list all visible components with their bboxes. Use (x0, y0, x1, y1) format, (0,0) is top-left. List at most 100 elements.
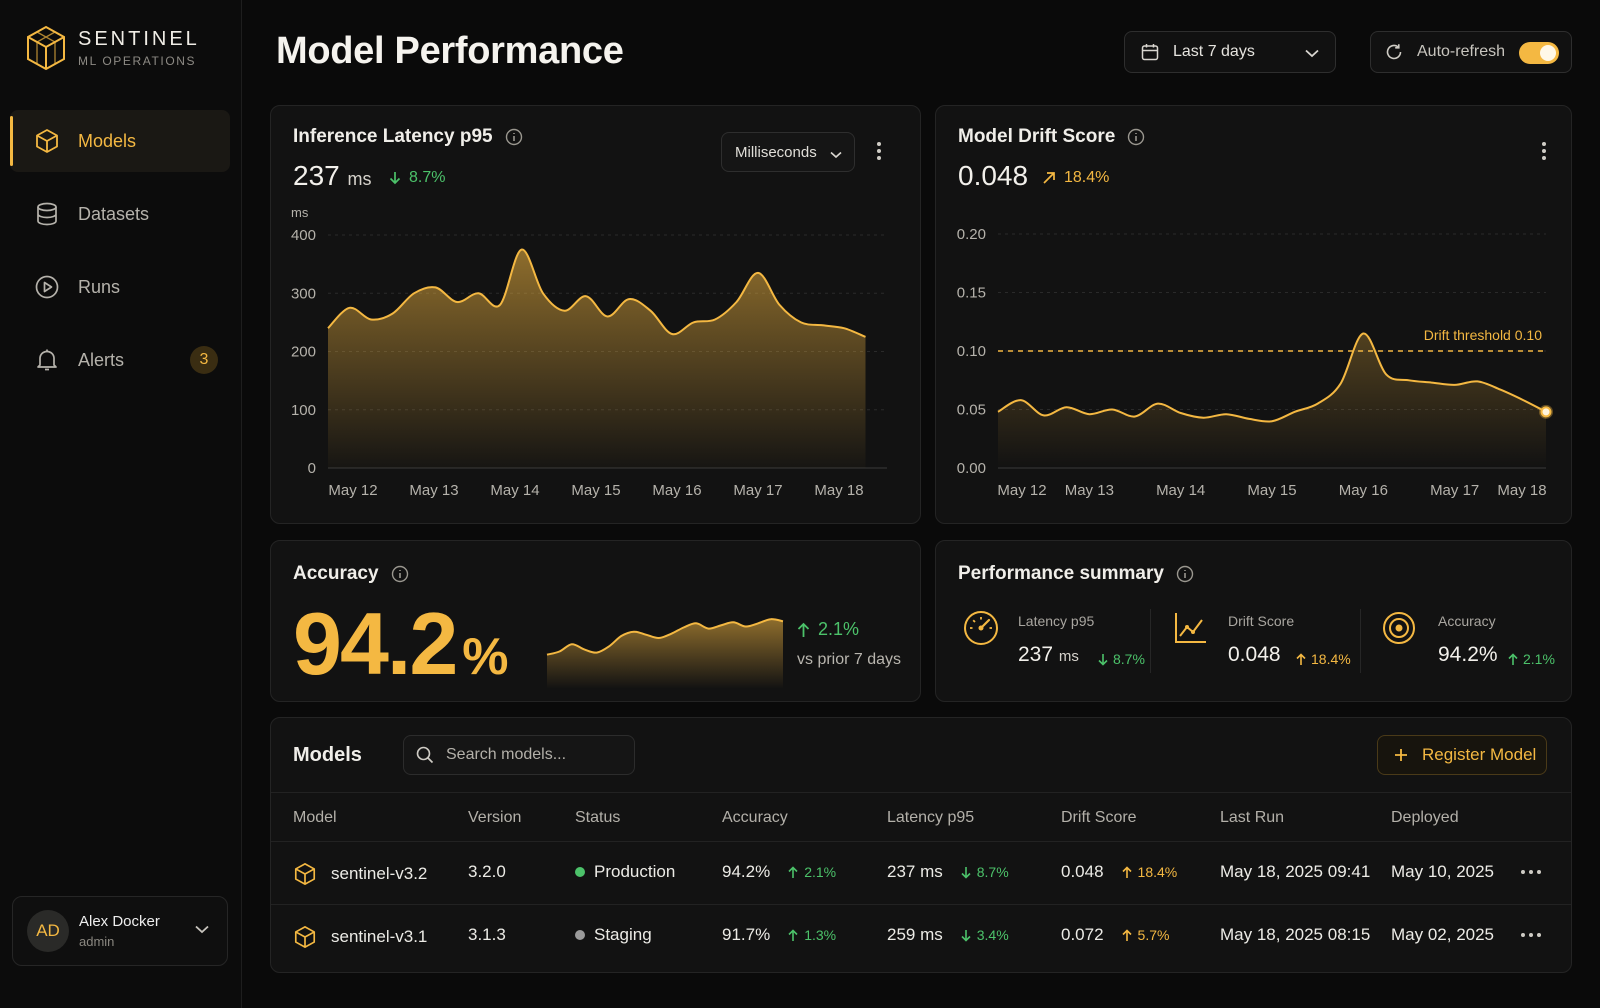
latency-more-icon[interactable] (869, 139, 889, 163)
summary-delta: 18.4% (1296, 651, 1351, 667)
series-area (998, 333, 1546, 468)
drift-value: 0.048 (1061, 862, 1104, 881)
model-cell[interactable]: sentinel-v3.2 (293, 862, 427, 886)
x-tick-label: May 16 (652, 482, 701, 499)
alerts-count-badge: 3 (190, 346, 218, 374)
database-icon (34, 201, 60, 227)
search-field[interactable] (403, 735, 635, 775)
column-header-accuracy[interactable]: Accuracy (722, 809, 788, 826)
summary-value-unit: ms (1058, 648, 1079, 665)
sidebar-item-runs[interactable]: Runs (10, 256, 230, 318)
chevron-down-icon (195, 921, 209, 939)
summary-value: 237 ms (1018, 643, 1079, 667)
user-menu[interactable]: AD Alex Docker admin (12, 896, 228, 966)
info-icon[interactable] (391, 565, 409, 583)
column-header-status[interactable]: Status (575, 809, 621, 826)
arrow-down-icon (961, 866, 971, 879)
drift-delta: 18.4% (1121, 864, 1177, 880)
latency-card-title: Inference Latency p95 (293, 126, 493, 147)
x-tick-label: May 17 (733, 482, 782, 499)
drift-more-icon[interactable] (1534, 139, 1554, 163)
info-icon[interactable] (505, 128, 523, 146)
model-cell[interactable]: sentinel-v3.1 (293, 925, 427, 949)
status-label: Staging (594, 925, 652, 944)
y-axis-label: ms (291, 205, 309, 220)
y-tick-label: 0.10 (957, 343, 986, 360)
x-tick-label: May 14 (1156, 482, 1205, 499)
x-tick-label: May 13 (409, 482, 458, 499)
column-header-last-run[interactable]: Last Run (1220, 809, 1285, 826)
latency-cell: 259 ms 3.4% (887, 925, 1009, 945)
summary-delta: 2.1% (1508, 651, 1555, 667)
arrow-up-icon (1296, 652, 1306, 665)
sidebar-item-alerts[interactable]: Alerts 3 (10, 329, 230, 391)
table-row[interactable]: sentinel-v3.2 3.2.0 Production 94.2% 2.1… (271, 842, 1571, 904)
drift-delta-value: 18.4% (1064, 169, 1110, 186)
x-tick-label: May 15 (1247, 482, 1296, 499)
latency-unit: ms (347, 169, 372, 189)
summary-item-drift: Drift Score 0.048 18.4% (1172, 607, 1362, 677)
search-input[interactable] (446, 746, 626, 764)
sidebar-nav: Models Datasets Runs Alerts 3 (10, 110, 230, 402)
summary-label: Latency p95 (1018, 613, 1095, 629)
accuracy-value: 94.2% (722, 862, 771, 881)
latency-delta-value: 8.7% (409, 169, 446, 186)
accuracy-comparison: vs prior 7 days (797, 651, 902, 668)
latency-delta: 8.7% (389, 169, 445, 187)
sidebar-item-models[interactable]: Models (10, 110, 230, 172)
accuracy-value: 91.7% (722, 925, 771, 944)
x-tick-label: May 17 (1430, 482, 1479, 499)
auto-refresh-toggle[interactable] (1519, 42, 1559, 64)
sidebar-item-label: Models (78, 130, 137, 151)
model-name: sentinel-v3.2 (331, 864, 428, 883)
accuracy-delta: 1.3% (788, 927, 836, 943)
date-range-select[interactable]: Last 7 days (1124, 31, 1336, 73)
gauge-icon (962, 609, 1000, 652)
models-table-title: Models (293, 744, 362, 766)
summary-label: Drift Score (1228, 613, 1295, 629)
delta-value: 8.7% (976, 864, 1009, 880)
sidebar-item-label: Datasets (78, 203, 150, 224)
column-header-model[interactable]: Model (293, 809, 337, 826)
table-header: Model Version Status Accuracy Latency p9… (271, 792, 1571, 842)
sparkline-area (547, 619, 783, 689)
accuracy-delta-value: 2.1% (818, 619, 860, 639)
version-cell: 3.1.3 (468, 925, 506, 944)
divider (1150, 609, 1151, 673)
accuracy-value: 94.2 (293, 594, 458, 693)
latency-value-group: 237 ms (293, 160, 372, 192)
y-tick-label: 0.05 (957, 402, 986, 419)
info-icon[interactable] (1127, 128, 1145, 146)
status-cell: Staging (575, 925, 652, 945)
auto-refresh-control[interactable]: Auto-refresh (1370, 31, 1572, 73)
register-model-button[interactable]: Register Model (1377, 735, 1547, 775)
summary-item-accuracy: Accuracy 94.2% 2.1% (1382, 607, 1562, 677)
row-more-icon[interactable] (1519, 870, 1543, 874)
column-header-deployed[interactable]: Deployed (1391, 809, 1459, 826)
info-icon[interactable] (1176, 565, 1194, 583)
summary-delta: 8.7% (1098, 651, 1145, 667)
arrow-up-right-icon (1043, 172, 1055, 184)
accuracy-delta: 2.1% (797, 619, 859, 640)
series-area (328, 249, 866, 468)
column-header-drift[interactable]: Drift Score (1061, 809, 1137, 826)
latency-unit-select[interactable]: Milliseconds (721, 132, 855, 172)
row-more-icon[interactable] (1519, 933, 1543, 937)
series-line (997, 332, 1547, 423)
delta-value: 2.1% (804, 864, 837, 880)
table-row[interactable]: sentinel-v3.1 3.1.3 Staging 91.7% 1.3% 2… (271, 904, 1571, 966)
play-circle-icon (34, 274, 60, 300)
summary-item-latency: Latency p95 237 ms 8.7% (962, 607, 1152, 677)
summary-value: 94.2% (1438, 643, 1498, 667)
column-header-version[interactable]: Version (468, 809, 522, 826)
drift-cell: 0.048 18.4% (1061, 862, 1177, 882)
cube-icon (294, 926, 316, 948)
brand-logo[interactable]: SENTINEL ML OPERATIONS (24, 24, 200, 72)
accuracy-cell: 91.7% 1.3% (722, 925, 836, 945)
column-header-latency[interactable]: Latency p95 (887, 809, 975, 826)
sidebar-item-datasets[interactable]: Datasets (10, 183, 230, 245)
bell-icon (34, 347, 60, 373)
page-title: Model Performance (276, 30, 624, 72)
model-name: sentinel-v3.1 (331, 927, 428, 946)
cube-icon (294, 863, 316, 885)
